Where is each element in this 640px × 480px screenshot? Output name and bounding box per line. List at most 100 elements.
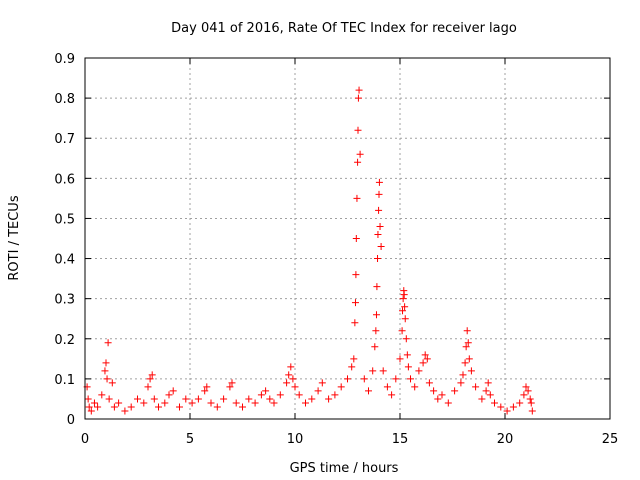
data-point — [144, 383, 152, 391]
data-point — [388, 391, 396, 399]
y-tick-label: 0.9 — [54, 52, 75, 67]
data-point — [318, 379, 326, 387]
data-point — [407, 375, 414, 383]
data-point — [425, 379, 433, 387]
data-point — [176, 403, 183, 411]
data-point — [482, 387, 490, 395]
data-point — [411, 383, 419, 391]
data-point — [245, 395, 253, 403]
data-point — [291, 383, 299, 391]
data-point — [207, 399, 215, 407]
data-point — [354, 158, 362, 166]
data-point — [165, 391, 173, 399]
data-point — [348, 363, 356, 371]
data-point — [379, 367, 387, 375]
data-point — [457, 379, 465, 387]
data-point — [203, 383, 211, 391]
data-point — [372, 311, 380, 319]
data-point — [302, 399, 309, 407]
data-point — [401, 303, 409, 311]
data-point — [356, 150, 364, 158]
data-point — [516, 399, 524, 407]
data-point — [402, 335, 410, 343]
data-point — [262, 387, 270, 395]
data-point — [352, 235, 360, 242]
data-point — [354, 126, 362, 134]
data-point — [524, 387, 532, 395]
data-point — [463, 327, 471, 335]
data-point — [509, 403, 517, 411]
chart-title: Day 041 of 2016, Rate Of TEC Index for r… — [171, 21, 517, 36]
data-point — [251, 399, 259, 407]
data-point — [226, 383, 234, 391]
data-point — [396, 355, 404, 363]
y-axis-title: ROTI / TECUs — [7, 195, 22, 280]
data-point — [528, 407, 536, 415]
data-point — [289, 375, 297, 383]
data-point — [352, 271, 360, 279]
data-point — [108, 379, 116, 387]
data-point — [375, 206, 383, 214]
y-axis: 0 0.1 0.2 0.3 0.4 0.5 0.6 0.7 0.8 0.9 — [54, 52, 610, 428]
data-point — [478, 395, 486, 403]
data-point — [194, 395, 202, 403]
data-point — [344, 375, 351, 383]
data-point — [150, 395, 158, 403]
data-point — [127, 403, 135, 411]
data-point — [377, 243, 385, 251]
data-point — [105, 395, 113, 403]
data-point — [98, 391, 106, 399]
data-point — [360, 375, 368, 383]
data-point — [423, 355, 431, 363]
data-point — [285, 371, 293, 379]
data-point — [497, 403, 505, 411]
data-point — [472, 383, 480, 391]
x-tick-label: 25 — [602, 432, 619, 447]
data-point — [392, 375, 400, 383]
data-point — [220, 395, 228, 403]
data-point — [503, 407, 511, 415]
y-tick-label: 0 — [67, 413, 75, 428]
y-tick-label: 0.2 — [54, 333, 75, 348]
data-point — [101, 367, 109, 375]
data-point — [308, 395, 316, 403]
data-point — [104, 339, 112, 347]
y-tick-label: 0.6 — [54, 172, 75, 187]
data-point — [434, 395, 442, 403]
data-point — [161, 399, 169, 407]
data-points — [83, 86, 536, 415]
data-point — [355, 86, 363, 94]
y-tick-label: 0.1 — [54, 373, 75, 388]
data-point — [374, 255, 382, 263]
data-point — [371, 343, 379, 351]
data-point — [462, 343, 470, 351]
data-point — [451, 387, 459, 395]
data-point — [276, 391, 284, 399]
y-tick-label: 0.4 — [54, 253, 75, 268]
data-point — [372, 327, 380, 335]
data-point — [350, 355, 358, 363]
data-point — [188, 399, 196, 407]
data-point — [399, 295, 407, 303]
data-point — [213, 403, 221, 411]
data-point — [459, 371, 467, 379]
data-point — [169, 387, 177, 395]
data-point — [353, 194, 361, 202]
data-point — [85, 403, 93, 411]
x-axis-title: GPS time / hours — [290, 461, 399, 476]
data-point — [375, 190, 383, 198]
data-point — [383, 383, 391, 391]
data-point — [351, 299, 359, 307]
data-point — [121, 407, 129, 415]
data-point — [464, 339, 472, 347]
x-tick-label: 0 — [81, 432, 89, 447]
data-point — [134, 395, 141, 403]
plot-frame — [84, 57, 611, 420]
x-axis: 0 5 10 15 20 25 — [81, 58, 618, 447]
data-point — [403, 351, 411, 359]
y-tick-label: 0.8 — [54, 92, 75, 107]
data-point — [526, 395, 534, 403]
data-point — [520, 391, 528, 399]
data-point — [421, 351, 429, 359]
